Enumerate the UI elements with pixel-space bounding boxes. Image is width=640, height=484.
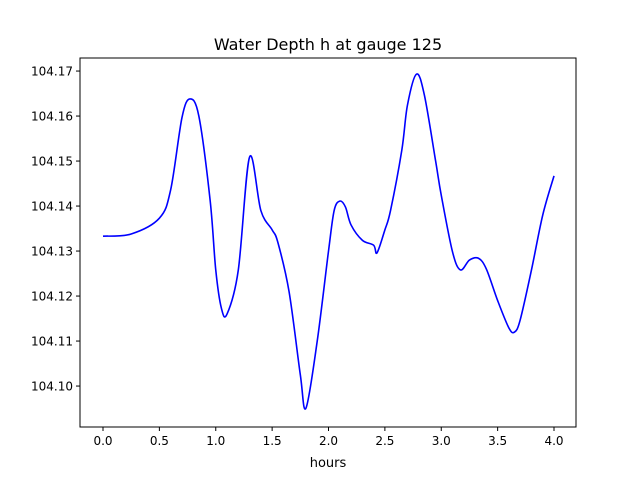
y-tick-label: 104.11 [31, 335, 73, 349]
x-tick-label: 4.0 [544, 434, 563, 448]
y-tick-label: 104.14 [31, 200, 73, 214]
x-tick-label: 1.5 [263, 434, 282, 448]
x-tick-label: 0.5 [150, 434, 169, 448]
x-tick-label: 3.0 [432, 434, 451, 448]
y-tick-label: 104.17 [31, 65, 73, 79]
y-tick-label: 104.16 [31, 110, 73, 124]
x-axis-label: hours [310, 456, 347, 471]
y-tick-label: 104.12 [31, 290, 73, 304]
y-tick-label: 104.13 [31, 245, 73, 259]
y-tick-label: 104.15 [31, 155, 73, 169]
chart-title: Water Depth h at gauge 125 [214, 35, 442, 54]
series-line-h [102, 73, 555, 410]
x-tick-label: 2.5 [375, 434, 394, 448]
x-tick-label: 0.0 [93, 434, 112, 448]
x-tick-label: 1.0 [206, 434, 225, 448]
y-tick-label: 104.10 [31, 380, 73, 394]
x-tick-label: 3.5 [488, 434, 507, 448]
x-tick-label: 2.0 [319, 434, 338, 448]
plot-frame [79, 57, 577, 428]
